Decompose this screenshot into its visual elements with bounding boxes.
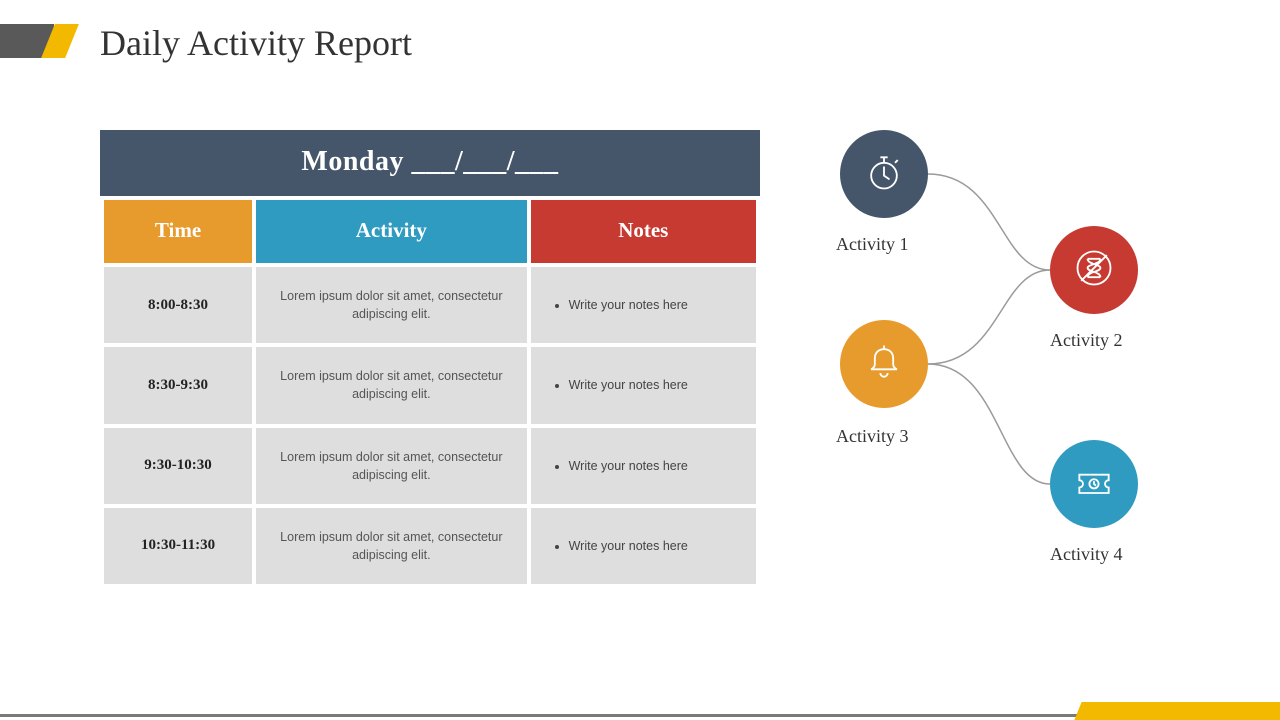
diagram-node-label: Activity 1: [836, 234, 909, 255]
diagram-node-n1: [840, 130, 928, 218]
th-activity: Activity: [256, 200, 526, 263]
th-time: Time: [104, 200, 252, 263]
cell-time: 8:00-8:30: [104, 267, 252, 343]
diagram-node-n4: [1050, 440, 1138, 528]
cell-notes: Write your notes here: [531, 267, 756, 343]
activity-diagram: Activity 1 Activity 2 Activity 3 Activity 4: [830, 130, 1250, 610]
cell-activity: Lorem ipsum dolor sit amet, consectetur …: [256, 508, 526, 584]
hourglass-icon: [1072, 246, 1116, 295]
diagram-node-label: Activity 3: [836, 426, 909, 447]
table-row: 8:00-8:30Lorem ipsum dolor sit amet, con…: [104, 267, 756, 343]
diagram-edge: [928, 364, 1050, 484]
cell-activity: Lorem ipsum dolor sit amet, consectetur …: [256, 428, 526, 504]
footer-gray-line: [0, 714, 1078, 720]
bell-icon: [862, 340, 906, 389]
footer-decoration: [0, 702, 1280, 720]
cell-activity: Lorem ipsum dolor sit amet, consectetur …: [256, 267, 526, 343]
stopwatch-icon: [862, 150, 906, 199]
th-notes: Notes: [531, 200, 756, 263]
cell-time: 8:30-9:30: [104, 347, 252, 423]
page-title: Daily Activity Report: [100, 22, 412, 64]
cell-time: 9:30-10:30: [104, 428, 252, 504]
schedule-table: Time Activity Notes 8:00-8:30Lorem ipsum…: [100, 196, 760, 588]
table-row: 9:30-10:30Lorem ipsum dolor sit amet, co…: [104, 428, 756, 504]
activity-table: Monday ___/___/___ Time Activity Notes 8…: [100, 130, 760, 588]
diagram-edge: [928, 174, 1050, 270]
cell-activity: Lorem ipsum dolor sit amet, consectetur …: [256, 347, 526, 423]
table-row: 8:30-9:30Lorem ipsum dolor sit amet, con…: [104, 347, 756, 423]
diagram-node-n3: [840, 320, 928, 408]
diagram-edge: [928, 270, 1050, 364]
table-day-header: Monday ___/___/___: [100, 130, 760, 196]
cell-notes: Write your notes here: [531, 508, 756, 584]
cell-notes: Write your notes here: [531, 428, 756, 504]
corner-decoration: [0, 24, 72, 58]
diagram-node-label: Activity 4: [1050, 544, 1123, 565]
table-body: 8:00-8:30Lorem ipsum dolor sit amet, con…: [104, 267, 756, 584]
footer-yellow-block: [1074, 702, 1280, 720]
diagram-node-label: Activity 2: [1050, 330, 1123, 351]
diagram-node-n2: [1050, 226, 1138, 314]
table-row: 10:30-11:30Lorem ipsum dolor sit amet, c…: [104, 508, 756, 584]
cell-time: 10:30-11:30: [104, 508, 252, 584]
ticket-icon: [1072, 460, 1116, 509]
cell-notes: Write your notes here: [531, 347, 756, 423]
